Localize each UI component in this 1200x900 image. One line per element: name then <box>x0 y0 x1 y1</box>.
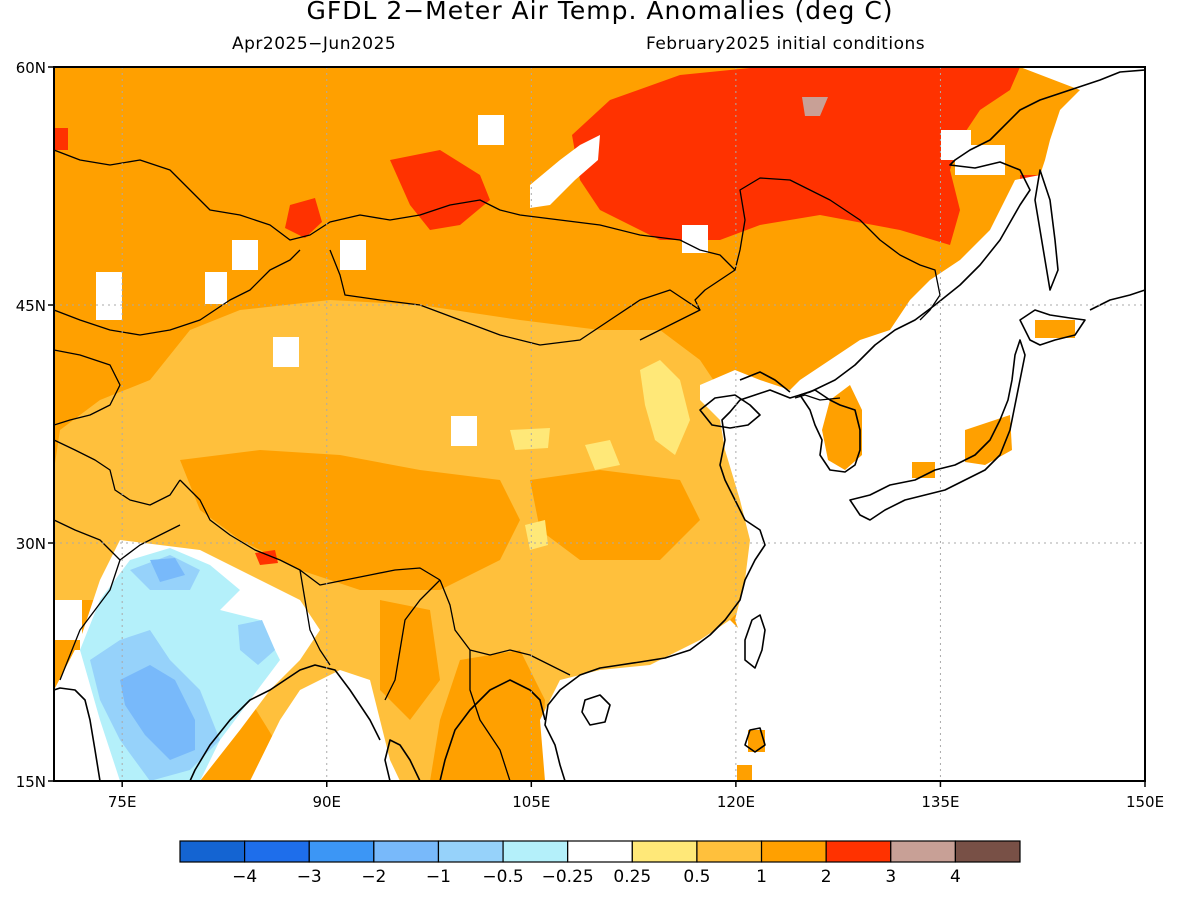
legend-swatch <box>308 840 375 863</box>
ocean-mask-bay-of-bengal <box>250 670 400 781</box>
lat-tick-label: 60N <box>16 59 46 77</box>
legend-label: −1 <box>426 867 451 887</box>
anomaly-korea <box>822 385 862 470</box>
anomaly-spot-tan <box>802 97 828 116</box>
lake-box-5 <box>205 272 227 304</box>
anomaly-hokkaido <box>1035 320 1075 338</box>
legend-swatch <box>373 840 440 863</box>
color-legend: −4 −3 −2 −1 −0.5 −0.25 0.25 0.5 1 2 3 4 <box>179 840 1021 887</box>
coastlines <box>54 69 1145 781</box>
lon-tick-label: 90E <box>312 793 341 811</box>
ocean-mask-south-china-sea <box>540 620 760 781</box>
legend-label: −2 <box>361 867 386 887</box>
anomaly-region-deepblue-india <box>120 665 195 760</box>
lake-box-8 <box>682 225 708 253</box>
legend-label: −0.25 <box>542 867 594 887</box>
legend-label: −4 <box>232 867 257 887</box>
legend-swatch <box>760 840 827 863</box>
lon-tick-label: 120E <box>717 793 755 811</box>
anomaly-region-red-north <box>572 67 1020 245</box>
lon-tick-label: 150E <box>1126 793 1164 811</box>
lon-tick-label: 105E <box>512 793 550 811</box>
anomaly-japan-2 <box>912 462 935 478</box>
legend-swatch <box>437 840 504 863</box>
anomaly-spot-yellow-1 <box>640 360 690 455</box>
map-title: GFDL 2−Meter Air Temp. Anomalies (deg C) <box>306 0 894 25</box>
lat-tick-label: 15N <box>16 773 46 791</box>
lake-box-3 <box>232 240 258 270</box>
anomaly-taiwan <box>748 730 765 752</box>
map-gridlines <box>54 67 1145 781</box>
legend-label: 0.5 <box>683 867 710 887</box>
legend-label: −3 <box>297 867 322 887</box>
legend-swatch <box>244 840 310 863</box>
anomaly-region-blue-india-3 <box>238 620 275 665</box>
lat-tick-label: 45N <box>16 297 46 315</box>
anomaly-region-deepblue-india-2 <box>150 558 185 582</box>
country-borders <box>54 149 941 781</box>
lake-box-2 <box>340 240 366 270</box>
anomaly-spot-red-1 <box>285 198 322 238</box>
longitude-axis: 75E 90E 105E 120E 135E 150E <box>108 781 1164 811</box>
legend-label: 2 <box>821 867 832 887</box>
lake-box-7 <box>451 416 477 446</box>
map-frame <box>53 66 1146 782</box>
legend-swatch <box>696 840 763 863</box>
legend-swatch <box>890 840 956 863</box>
lake-box-1 <box>478 115 504 145</box>
anomaly-spot-yellow-3 <box>510 428 550 450</box>
legend-swatch <box>502 840 569 863</box>
legend-swatch <box>179 840 246 863</box>
legend-swatch <box>954 840 1021 863</box>
anomaly-region-south-china <box>530 470 700 560</box>
anomaly-spot-red-4 <box>54 128 68 150</box>
legend-swatch <box>567 840 633 863</box>
legend-swatch <box>825 840 892 863</box>
ocean-mask-pacific <box>700 67 1145 781</box>
anomaly-philippines <box>737 765 752 781</box>
map-plot-area <box>54 67 1145 781</box>
lat-tick-label: 30N <box>16 535 46 553</box>
anomaly-spot-yellow-4 <box>525 520 548 550</box>
lon-tick-label: 75E <box>108 793 137 811</box>
legend-label: 3 <box>885 867 896 887</box>
anomaly-region-red-mongolia <box>390 150 490 230</box>
lake-box-4 <box>96 272 122 320</box>
lake-box-10 <box>955 145 1005 175</box>
legend-swatch <box>631 840 698 863</box>
latitude-axis: 60N 45N 30N 15N <box>16 59 54 791</box>
legend-label: 1 <box>756 867 767 887</box>
legend-label: −0.5 <box>482 867 523 887</box>
forecast-period: Apr2025−Jun2025 <box>232 34 397 54</box>
lake-box-6 <box>273 337 299 367</box>
anomaly-region-plateau <box>180 450 520 590</box>
lake-box-11 <box>54 600 82 640</box>
anomaly-region-sw <box>380 600 440 720</box>
legend-label: 4 <box>950 867 961 887</box>
legend-label: 0.25 <box>613 867 651 887</box>
anomaly-spot-yellow-2 <box>585 440 620 470</box>
lake-baikal <box>530 135 600 208</box>
initial-conditions: February2025 initial conditions <box>646 34 926 54</box>
lon-tick-label: 135E <box>921 793 959 811</box>
anomaly-spot-red-2 <box>255 550 278 565</box>
